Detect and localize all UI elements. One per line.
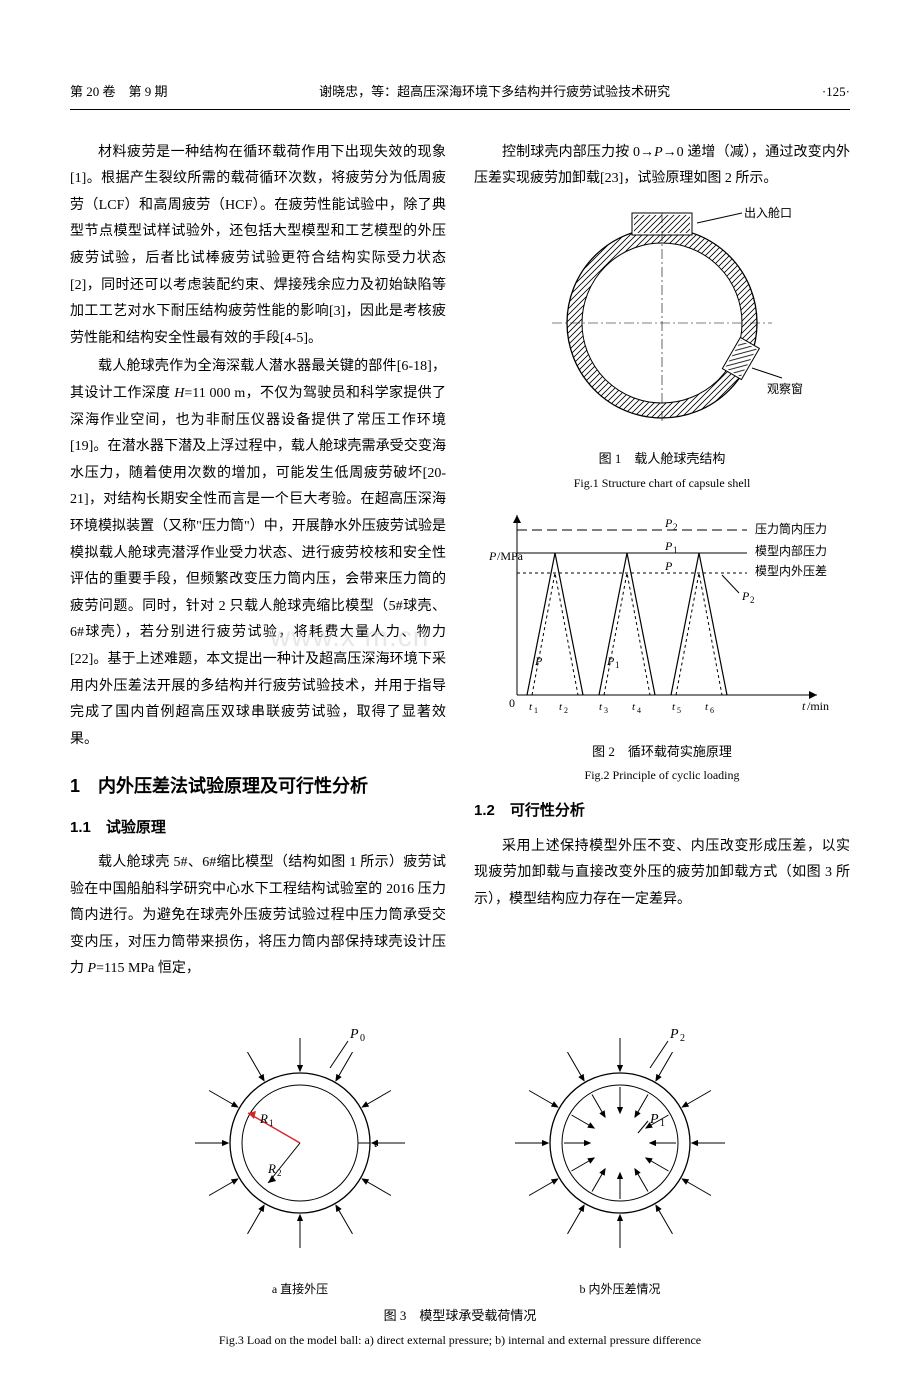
svg-text:/MPa: /MPa — [497, 549, 524, 563]
fig3a: P0 R1 R2 t a 直接外压 — [170, 1003, 430, 1300]
figure-1: 出入舱口 观察窗 图 1 载人舱球壳结构 Fig.1 Structure cha… — [474, 203, 850, 495]
svg-text:P: P — [488, 549, 497, 563]
svg-text:t: t — [374, 1135, 378, 1150]
right-column: 控制球壳内部压力按 0→P→0 递增（减），通过改变内外压差实现疲劳加卸载[23… — [474, 140, 850, 985]
svg-text:6: 6 — [710, 706, 714, 715]
paragraph: 材料疲劳是一种结构在循环载荷作用下出现失效的现象[1]。根据产生裂纹所需的载荷循… — [70, 140, 446, 353]
svg-text:压力筒内压力: 压力筒内压力 — [755, 521, 827, 536]
svg-text:1: 1 — [269, 1118, 274, 1128]
subsection-heading: 1.2 可行性分析 — [474, 797, 850, 826]
page-header: 第 20 卷 第 9 期 谢晓忠，等：超高压深海环境下多结构并行疲劳试验技术研究… — [70, 80, 850, 110]
svg-text:2: 2 — [680, 1033, 685, 1044]
svg-text:1: 1 — [534, 706, 538, 715]
svg-text:4: 4 — [637, 706, 641, 715]
svg-text:2: 2 — [750, 595, 755, 605]
capsule-shell-diagram: 出入舱口 观察窗 — [512, 203, 812, 433]
svg-text:P: P — [664, 539, 673, 553]
header-left: 第 20 卷 第 9 期 — [70, 80, 168, 105]
left-column: 材料疲劳是一种结构在循环载荷作用下出现失效的现象[1]。根据产生裂纹所需的载荷循… — [70, 140, 446, 985]
fig3-caption-cn: 图 3 模型球承受载荷情况 — [70, 1304, 850, 1329]
subsection-heading: 1.1 试验原理 — [70, 814, 446, 843]
fig3a-sub: a 直接外压 — [170, 1278, 430, 1301]
svg-text:t: t — [802, 699, 806, 713]
fig3b-sub: b 内外压差情况 — [490, 1278, 750, 1301]
figure-3: P0 R1 R2 t a 直接外压 — [70, 1003, 850, 1352]
two-column-layout: 材料疲劳是一种结构在循环载荷作用下出现失效的现象[1]。根据产生裂纹所需的载荷循… — [70, 140, 850, 985]
figure-2: P/MPa t/min 0 P2 P1 P 压力筒内压力 模型内部压力 模型内外… — [474, 505, 850, 787]
svg-text:t: t — [705, 701, 709, 713]
svg-text:P: P — [606, 654, 615, 668]
svg-text:3: 3 — [604, 706, 608, 715]
svg-text:2: 2 — [277, 1168, 282, 1178]
svg-text:t: t — [559, 701, 563, 713]
direct-external-pressure-diagram: P0 R1 R2 t — [170, 1003, 430, 1263]
cyclic-loading-chart: P/MPa t/min 0 P2 P1 P 压力筒内压力 模型内部压力 模型内外… — [487, 505, 837, 725]
paragraph: 载人舱球壳 5#、6#缩比模型（结构如图 1 所示）疲劳试验在中国船舶科学研究中… — [70, 850, 446, 983]
svg-text:模型内部压力: 模型内部压力 — [755, 543, 827, 558]
svg-text:t: t — [529, 701, 533, 713]
paragraph: 采用上述保持模型外压不变、内压改变形成压差，以实现疲劳加卸载与直接改变外压的疲劳… — [474, 834, 850, 914]
svg-text:P: P — [741, 589, 750, 603]
svg-text:0: 0 — [509, 696, 515, 710]
pressure-difference-diagram: P2 P1 — [490, 1003, 750, 1263]
svg-text:1: 1 — [673, 545, 678, 555]
fig2-caption-cn: 图 2 循环载荷实施原理 — [474, 740, 850, 765]
svg-text:P: P — [349, 1027, 359, 1042]
svg-text:1: 1 — [615, 660, 620, 670]
svg-text:P: P — [664, 516, 673, 530]
svg-text:/min: /min — [807, 699, 829, 713]
svg-text:模型内外压差: 模型内外压差 — [755, 564, 827, 578]
paragraph: 控制球壳内部压力按 0→P→0 递增（减），通过改变内外压差实现疲劳加卸载[23… — [474, 140, 850, 193]
svg-text:2: 2 — [564, 706, 568, 715]
fig2-caption-en: Fig.2 Principle of cyclic loading — [474, 764, 850, 787]
hatch-label: 出入舱口 — [744, 206, 792, 220]
svg-text:t: t — [632, 701, 636, 713]
svg-text:P: P — [669, 1027, 679, 1042]
header-center: 谢晓忠，等：超高压深海环境下多结构并行疲劳试验技术研究 — [319, 80, 670, 105]
fig1-caption-en: Fig.1 Structure chart of capsule shell — [474, 472, 850, 495]
paragraph: 载人舱球壳作为全海深载人潜水器最关键的部件[6-18]，其设计工作深度 H=11… — [70, 354, 446, 753]
fig3b: P2 P1 b 内外压差情况 — [490, 1003, 750, 1300]
svg-text:1: 1 — [660, 1118, 665, 1129]
header-right: ·125· — [822, 80, 850, 105]
svg-text:t: t — [672, 701, 676, 713]
svg-text:5: 5 — [677, 706, 681, 715]
svg-text:R: R — [267, 1161, 276, 1176]
fig3-caption-en: Fig.3 Load on the model ball: a) direct … — [70, 1329, 850, 1352]
section-heading: 1 内外压差法试验原理及可行性分析 — [70, 769, 446, 803]
svg-text:R: R — [259, 1111, 268, 1126]
fig1-caption-cn: 图 1 载人舱球壳结构 — [474, 447, 850, 472]
svg-text:P: P — [649, 1112, 659, 1127]
svg-text:2: 2 — [673, 522, 678, 532]
svg-text:P: P — [534, 654, 543, 668]
svg-text:0: 0 — [360, 1033, 365, 1044]
svg-text:t: t — [599, 701, 603, 713]
window-label: 观察窗 — [767, 382, 803, 396]
svg-text:P: P — [664, 559, 673, 573]
